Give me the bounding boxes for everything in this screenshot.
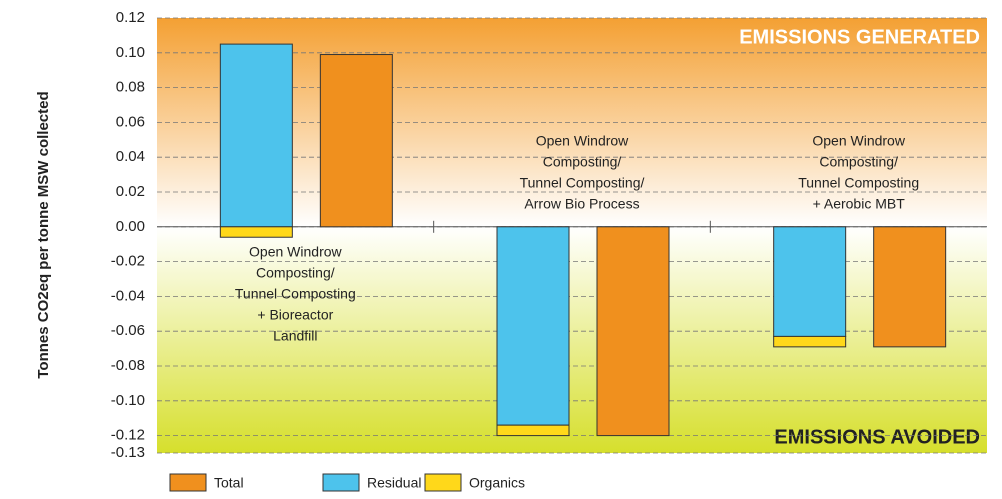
y-axis-label: Tonnes CO2eq per tonne MSW collected <box>35 91 52 378</box>
legend-swatch <box>169 473 207 492</box>
y-tick-label: 0.08 <box>116 79 145 96</box>
category-label: Composting/ <box>543 154 622 170</box>
category-label: Tunnel Composting <box>235 286 356 302</box>
y-tick-label: -0.02 <box>111 253 145 270</box>
bar <box>596 226 670 437</box>
y-tick-label: -0.08 <box>111 357 145 374</box>
bar <box>773 226 847 337</box>
category-label: + Aerobic MBT <box>813 196 906 212</box>
bar <box>219 226 293 238</box>
legend-label: Total <box>214 475 244 491</box>
category-label: Tunnel Composting/ <box>520 175 645 191</box>
y-tick-label: 0.10 <box>116 44 145 61</box>
legend-label: Residual <box>367 475 421 491</box>
category-label: Landfill <box>273 328 317 344</box>
bar <box>773 335 847 348</box>
category-label: Open Windrow <box>812 133 905 149</box>
annotation: EMISSIONS GENERATED <box>739 26 980 48</box>
bar <box>496 226 570 426</box>
y-tick-label: -0.04 <box>111 287 145 304</box>
category-label: Composting/ <box>819 154 898 170</box>
y-tick-label: 0.02 <box>116 183 145 200</box>
legend-swatch <box>424 473 462 492</box>
y-tick-label: -0.12 <box>111 427 145 444</box>
y-tick-label: -0.10 <box>111 392 145 409</box>
category-label: Open Windrow <box>536 133 629 149</box>
y-tick-label: 0.12 <box>116 9 145 26</box>
bar <box>219 43 293 228</box>
y-tick-label: 0.04 <box>116 148 145 165</box>
bar <box>319 54 393 228</box>
bar <box>873 226 947 348</box>
y-tick-label: -0.06 <box>111 322 145 339</box>
y-tick-label: 0.06 <box>116 113 145 130</box>
category-label: Open Windrow <box>249 244 342 260</box>
legend-swatch <box>322 473 360 492</box>
annotation: EMISSIONS AVOIDED <box>774 426 980 448</box>
legend-label: Organics <box>469 475 525 491</box>
background-avoided <box>157 226 987 453</box>
category-label: + Bioreactor <box>257 307 333 323</box>
bar <box>496 424 570 437</box>
category-label: Tunnel Composting <box>798 175 919 191</box>
category-label: Arrow Bio Process <box>524 196 639 212</box>
category-label: Composting/ <box>256 265 335 281</box>
y-tick-label: -0.13 <box>111 444 145 461</box>
y-tick-label: 0.00 <box>116 218 145 235</box>
